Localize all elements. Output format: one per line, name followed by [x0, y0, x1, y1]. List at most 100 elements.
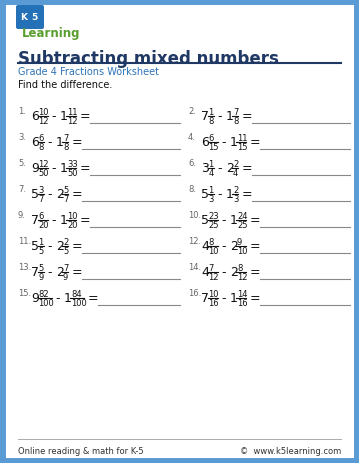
Text: 15: 15 [208, 143, 219, 152]
Text: 2: 2 [230, 266, 238, 279]
Text: 4: 4 [208, 169, 214, 178]
Text: 5: 5 [31, 188, 39, 201]
Text: 2: 2 [233, 186, 238, 194]
Text: 3.: 3. [18, 133, 26, 142]
Text: 9: 9 [31, 292, 39, 305]
Text: -: - [56, 292, 60, 305]
Text: 9: 9 [63, 272, 68, 282]
Text: 1: 1 [38, 238, 43, 246]
Text: 16.: 16. [188, 289, 201, 298]
Text: =: = [71, 240, 82, 253]
Text: 11: 11 [237, 134, 247, 143]
Text: 9: 9 [38, 272, 43, 282]
Text: 1: 1 [60, 162, 67, 175]
Text: 1: 1 [64, 292, 71, 305]
Text: 12: 12 [38, 117, 49, 126]
Text: 10: 10 [38, 108, 49, 117]
Text: 1: 1 [208, 186, 214, 194]
Text: 24: 24 [237, 212, 247, 220]
Text: 10.: 10. [188, 211, 201, 220]
Text: 12: 12 [67, 117, 78, 126]
Text: 6: 6 [38, 134, 43, 143]
Text: =: = [250, 240, 260, 253]
Text: Subtracting mixed numbers: Subtracting mixed numbers [18, 50, 279, 68]
Text: 1: 1 [60, 214, 67, 227]
Text: 5: 5 [63, 186, 68, 194]
Text: 50: 50 [67, 169, 78, 178]
Text: -: - [222, 240, 226, 253]
Text: K: K [20, 13, 28, 22]
FancyBboxPatch shape [16, 6, 44, 30]
Text: =: = [250, 292, 260, 305]
Text: 8: 8 [237, 263, 242, 272]
Text: 12: 12 [38, 160, 49, 169]
Text: 9: 9 [237, 238, 242, 246]
Text: 1: 1 [230, 136, 238, 149]
Text: 3: 3 [208, 194, 214, 204]
Text: 2: 2 [56, 240, 64, 253]
Text: 2: 2 [226, 162, 234, 175]
Text: 23: 23 [208, 212, 219, 220]
Text: 8: 8 [208, 238, 214, 246]
Text: 10: 10 [208, 289, 219, 298]
Text: 11: 11 [67, 108, 78, 117]
Text: -: - [218, 162, 222, 175]
Text: 7: 7 [201, 292, 209, 305]
Text: Grade 4 Fractions Worksheet: Grade 4 Fractions Worksheet [18, 67, 159, 77]
Text: 7.: 7. [18, 185, 26, 194]
Text: 50: 50 [38, 169, 49, 178]
Text: =: = [71, 266, 82, 279]
Text: 5.: 5. [18, 159, 26, 168]
Text: =: = [250, 214, 260, 227]
Text: 2: 2 [56, 188, 64, 201]
Text: -: - [48, 136, 52, 149]
Text: 5: 5 [38, 246, 43, 256]
Text: 6: 6 [201, 136, 209, 149]
Text: 3: 3 [201, 162, 209, 175]
Text: -: - [222, 136, 226, 149]
Text: 4: 4 [201, 266, 209, 279]
Text: 1: 1 [226, 188, 234, 201]
Text: 7: 7 [31, 214, 39, 227]
Text: 33: 33 [67, 160, 78, 169]
Text: 16: 16 [208, 298, 219, 307]
Text: 5: 5 [201, 188, 209, 201]
Text: 20: 20 [67, 220, 78, 230]
Text: -: - [52, 162, 56, 175]
Text: Find the difference.: Find the difference. [18, 80, 112, 90]
Text: 9: 9 [31, 162, 39, 175]
Text: 6: 6 [31, 110, 39, 123]
Text: 7: 7 [63, 194, 68, 204]
Text: -: - [218, 110, 222, 123]
Text: ©  www.k5learning.com: © www.k5learning.com [240, 446, 341, 455]
Text: 2.: 2. [188, 107, 196, 116]
Text: 11.: 11. [18, 237, 31, 246]
Text: 1: 1 [208, 160, 214, 169]
Text: =: = [250, 136, 260, 149]
Text: 1.: 1. [18, 107, 26, 116]
Text: 6: 6 [208, 134, 214, 143]
Text: 7: 7 [201, 110, 209, 123]
Text: 6.: 6. [188, 159, 196, 168]
Text: 5: 5 [38, 263, 43, 272]
Text: 84: 84 [71, 289, 81, 298]
Text: -: - [48, 188, 52, 201]
Text: =: = [79, 214, 90, 227]
Text: 1: 1 [230, 292, 238, 305]
Text: 2: 2 [63, 238, 68, 246]
Text: 1: 1 [226, 110, 234, 123]
Text: 5: 5 [63, 246, 68, 256]
Text: 2: 2 [233, 160, 238, 169]
Text: -: - [222, 214, 226, 227]
Text: 1: 1 [60, 110, 67, 123]
Text: -: - [218, 188, 222, 201]
Text: Online reading & math for K-5: Online reading & math for K-5 [18, 446, 144, 455]
Text: -: - [48, 240, 52, 253]
Text: Learning: Learning [22, 26, 80, 39]
Text: 16: 16 [237, 298, 247, 307]
Text: 8: 8 [208, 117, 214, 126]
Text: =: = [241, 188, 252, 201]
Text: -: - [222, 292, 226, 305]
Text: 8: 8 [38, 143, 43, 152]
Text: -: - [48, 266, 52, 279]
